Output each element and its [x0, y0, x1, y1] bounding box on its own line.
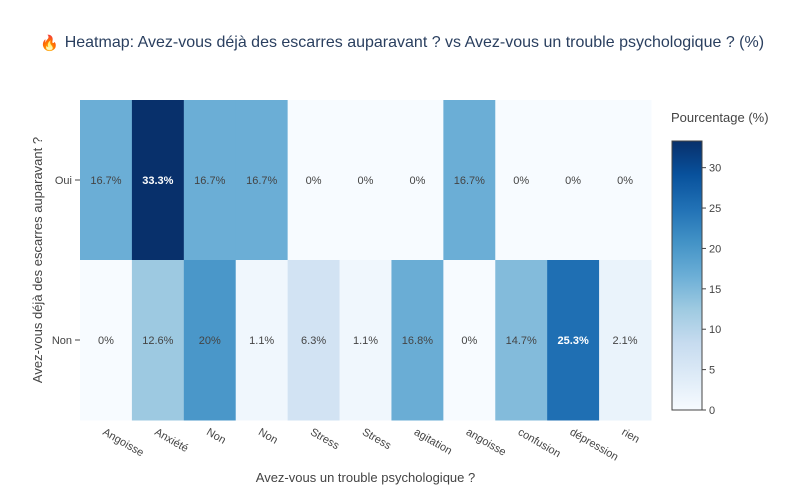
cell-value-label: 1.1% [353, 335, 378, 347]
flame-icon: 🔥 [40, 35, 59, 52]
y-axis-ticks: Oui Non [52, 175, 80, 347]
cell-value-label: 12.6% [142, 335, 173, 347]
heatmap-cell [183, 260, 237, 421]
cell-value-label: 16.7% [90, 175, 121, 187]
heatmap-cell [80, 260, 133, 421]
heatmap-cell [391, 260, 444, 421]
x-tick-label: rien [620, 426, 642, 446]
heatmap-cell [443, 260, 496, 421]
cell-value-label: 2.1% [613, 335, 638, 347]
heatmap-cell [235, 260, 289, 421]
heatmap-cell [287, 100, 341, 261]
cell-value-label: 16.7% [454, 175, 485, 187]
cell-value-label: 0% [565, 175, 581, 187]
heatmap-cell [183, 100, 237, 261]
heatmap-cell [287, 260, 341, 421]
cell-value-label: 14.7% [506, 335, 537, 347]
x-tick-label: agitation [412, 426, 454, 457]
cell-value-label: 0% [409, 175, 425, 187]
cell-value-label: 16.7% [246, 175, 277, 187]
colorbar-tick-label: 25 [709, 203, 721, 215]
heatmap-cell [131, 260, 185, 421]
cell-value-label: 25.3% [558, 335, 589, 347]
colorbar-gradient [671, 140, 703, 411]
cell-value-label: 6.3% [301, 335, 326, 347]
cell-value-label: 16.7% [194, 175, 225, 187]
cell-value-label: 20% [199, 335, 221, 347]
colorbar-tick-label: 10 [709, 324, 721, 336]
heatmap-cells [80, 100, 652, 421]
colorbar: Pourcentage (%) 0 5 10 15 20 25 30 [671, 110, 769, 417]
cell-value-label: 0% [617, 175, 633, 187]
heatmap-cell [495, 100, 548, 261]
x-tick-label: angoisse [464, 426, 508, 458]
x-axis-title: Avez-vous un trouble psychologique ? [256, 470, 475, 485]
x-axis-ticks: Angoisse Anxiété Non Non Stress Stress agita… [100, 426, 641, 463]
cell-value-label: 0% [513, 175, 529, 187]
x-tick-label: dépression [568, 426, 621, 463]
heatmap-cell [80, 100, 133, 261]
x-tick-label: Stress [360, 426, 393, 452]
chart-title-text: Heatmap: Avez-vous déjà des escarres aup… [64, 34, 765, 51]
y-axis-title: Avez-vous déjà des escarres auparavant ? [30, 137, 45, 383]
cell-value-label: 16.8% [402, 335, 433, 347]
heatmap-cell [339, 260, 392, 421]
heatmap-cell [443, 100, 496, 261]
x-tick-label: Non [204, 426, 227, 446]
x-tick-label: Stress [308, 426, 341, 452]
cell-value-label: 1.1% [249, 335, 274, 347]
colorbar-tick-label: 0 [709, 405, 715, 417]
heatmap-cell [599, 260, 652, 421]
heatmap-cell [235, 100, 289, 261]
heatmap-cell [599, 100, 652, 261]
heatmap-cell-labels: 16.7% 33.3% 16.7% 16.7% 0% 0% 0% 16.7% 0% 0% 0% 0% 1… [90, 175, 637, 347]
heatmap-cell [131, 100, 185, 261]
heatmap-cell [547, 100, 600, 261]
colorbar-tick-label: 30 [709, 163, 721, 175]
chart-title: 🔥 Heatmap: Avez-vous déjà des escarres a… [40, 34, 764, 52]
colorbar-ticks: 0 5 10 15 20 25 30 [702, 163, 721, 417]
cell-value-label: 33.3% [142, 175, 173, 187]
x-tick-label: Non [256, 426, 279, 446]
colorbar-tick-label: 20 [709, 243, 721, 255]
heatmap-cell [339, 100, 392, 261]
heatmap-cell [547, 260, 600, 421]
cell-value-label: 0% [306, 175, 322, 187]
cell-value-label: 0% [461, 335, 477, 347]
cell-value-label: 0% [98, 335, 114, 347]
colorbar-tick-label: 5 [709, 365, 715, 377]
cell-value-label: 0% [358, 175, 374, 187]
x-tick-label: Angoisse [100, 426, 145, 459]
y-tick-label: Oui [55, 175, 72, 187]
heatmap-cell [495, 260, 548, 421]
colorbar-tick-label: 15 [709, 284, 721, 296]
colorbar-title: Pourcentage (%) [671, 110, 769, 125]
heatmap-cell [391, 100, 444, 261]
x-tick-label: confusion [516, 426, 563, 460]
y-tick-label: Non [52, 335, 72, 347]
x-tick-label: Anxiété [152, 426, 190, 455]
